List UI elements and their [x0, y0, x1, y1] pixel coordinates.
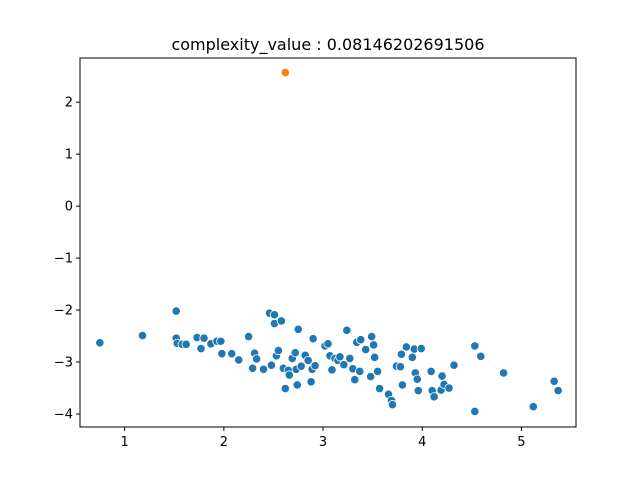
- data-point: [374, 383, 385, 394]
- data-point: [306, 377, 316, 387]
- data-point: [284, 370, 294, 380]
- data-point: [290, 348, 300, 358]
- data-point: [444, 383, 454, 393]
- data-point: [181, 339, 191, 349]
- data-point: [327, 365, 337, 375]
- data-point: [553, 386, 563, 396]
- data-point: [335, 352, 345, 362]
- data-point: [196, 343, 206, 354]
- data-point: [342, 325, 352, 335]
- x-tick-label: 4: [418, 435, 426, 450]
- data-point: [361, 344, 371, 355]
- data-point: [199, 333, 209, 343]
- data-point: [369, 340, 379, 350]
- data-point: [251, 354, 262, 364]
- data-point: [323, 339, 333, 349]
- y-tick-label: −1: [54, 252, 73, 267]
- data-point: [429, 392, 439, 402]
- data-point: [273, 345, 283, 356]
- plot-frame: [79, 57, 577, 428]
- data-point: [350, 375, 360, 385]
- y-tick-label: 0: [65, 200, 73, 215]
- data-point: [137, 330, 148, 341]
- data-point: [449, 360, 459, 370]
- data-point: [470, 341, 480, 351]
- ticks-layer: 1 2 3 4 5 −4 −3 −2 −1 0 1 2: [54, 96, 526, 450]
- data-point: [356, 335, 366, 345]
- data-point: [280, 67, 290, 78]
- data-point: [387, 400, 398, 410]
- data-point: [396, 349, 407, 359]
- data-point: [248, 363, 258, 373]
- x-tick-label: 1: [120, 435, 128, 450]
- data-point: [171, 306, 181, 316]
- data-point: [269, 310, 280, 320]
- data-point: [437, 371, 447, 381]
- data-point: [528, 402, 538, 412]
- points-layer: [95, 67, 563, 417]
- data-point: [367, 331, 377, 342]
- data-point: [407, 352, 417, 362]
- y-tick-label: −4: [54, 408, 73, 423]
- data-point: [345, 353, 355, 363]
- data-point: [549, 376, 559, 386]
- data-point: [476, 351, 486, 361]
- data-point: [95, 338, 105, 348]
- data-point: [292, 380, 302, 390]
- data-point: [276, 316, 286, 326]
- data-point: [293, 324, 303, 334]
- y-tick-label: 1: [65, 148, 73, 163]
- y-tick-label: −2: [54, 304, 73, 319]
- y-tick-label: 2: [65, 96, 73, 111]
- data-point: [244, 331, 254, 342]
- data-point: [280, 383, 290, 394]
- data-point: [339, 360, 349, 370]
- data-point: [227, 349, 237, 359]
- data-point: [217, 349, 227, 359]
- data-point: [216, 336, 226, 346]
- data-point: [266, 360, 277, 370]
- data-point: [355, 366, 365, 376]
- data-point: [470, 406, 480, 417]
- data-point: [397, 380, 407, 390]
- data-point: [303, 355, 313, 366]
- data-point: [366, 371, 376, 382]
- x-tick-label: 2: [220, 435, 228, 450]
- data-point: [395, 362, 406, 372]
- data-point: [426, 366, 436, 376]
- data-point: [310, 361, 320, 371]
- data-point: [412, 374, 422, 384]
- data-point: [370, 352, 380, 362]
- data-point: [416, 343, 426, 354]
- x-tick-label: 3: [319, 435, 327, 450]
- y-tick-label: −3: [54, 356, 73, 371]
- data-point: [296, 361, 306, 371]
- data-point: [308, 334, 318, 344]
- x-tick-label: 5: [517, 435, 525, 450]
- data-point: [498, 368, 509, 378]
- data-point: [258, 364, 269, 374]
- data-point: [372, 366, 383, 376]
- chart-title: complexity_value : 0.08146202691506: [171, 35, 484, 55]
- data-point: [413, 386, 423, 396]
- data-point: [401, 342, 411, 352]
- data-point: [234, 355, 244, 365]
